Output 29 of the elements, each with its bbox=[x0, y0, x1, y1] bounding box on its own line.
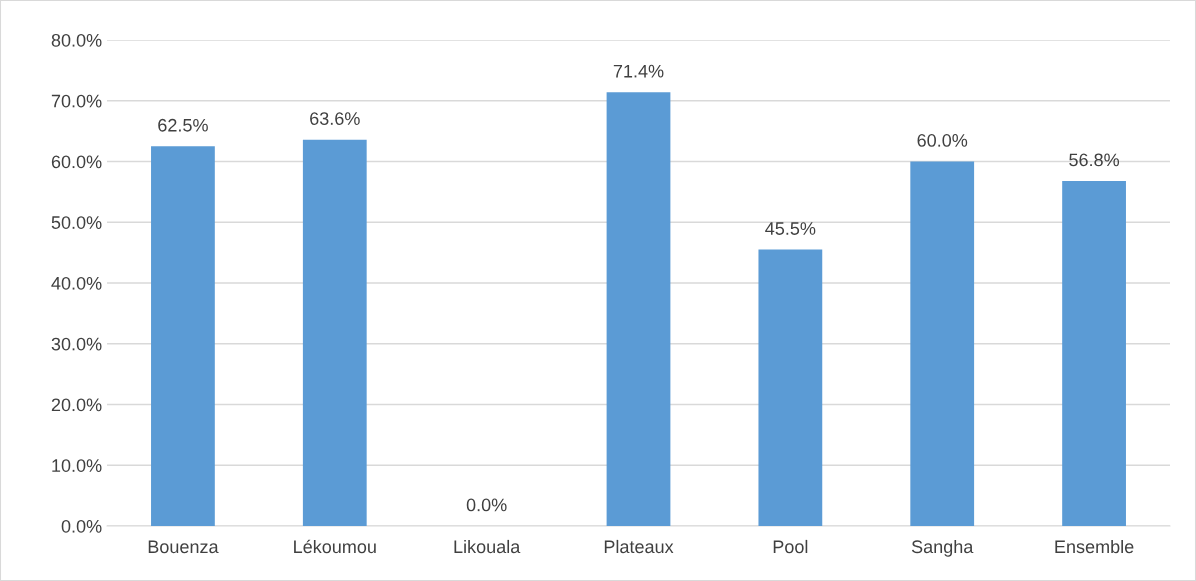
bar bbox=[910, 161, 975, 526]
x-tick-label: Sangha bbox=[911, 539, 974, 557]
y-tick-label: 20.0% bbox=[51, 398, 102, 412]
data-label: 60.0% bbox=[917, 134, 968, 147]
x-tick-label: Bouenza bbox=[148, 540, 219, 554]
y-tick-label: 0.0% bbox=[61, 519, 102, 533]
bar bbox=[302, 139, 367, 526]
bar bbox=[1062, 180, 1126, 526]
data-label: 62.5% bbox=[158, 118, 208, 132]
data-label: 45.5% bbox=[765, 222, 816, 235]
bar bbox=[606, 92, 671, 526]
bar bbox=[758, 249, 823, 526]
x-tick-label: Likouala bbox=[454, 539, 521, 554]
data-label: 71.4% bbox=[613, 64, 664, 78]
y-tick-label: 60.0% bbox=[51, 155, 102, 169]
x-tick-label: Ensemble bbox=[1055, 539, 1134, 554]
y-tick-label: 80.0% bbox=[51, 33, 102, 47]
y-tick-label: 10.0% bbox=[52, 459, 102, 472]
y-tick-label: 50.0% bbox=[51, 216, 102, 229]
y-tick-label: 30.0% bbox=[51, 337, 102, 351]
bar bbox=[151, 146, 215, 526]
x-tick-label: Pool bbox=[773, 539, 808, 554]
y-tick-label: 70.0% bbox=[51, 94, 102, 108]
y-tick-label: 40.0% bbox=[51, 276, 102, 290]
x-tick-label: Lékoumou bbox=[294, 539, 376, 554]
data-label: 56.8% bbox=[1069, 153, 1120, 167]
data-label: 63.6% bbox=[310, 112, 360, 125]
x-tick-label: Plateaux bbox=[604, 539, 674, 554]
data-label: 0.0% bbox=[466, 498, 507, 512]
